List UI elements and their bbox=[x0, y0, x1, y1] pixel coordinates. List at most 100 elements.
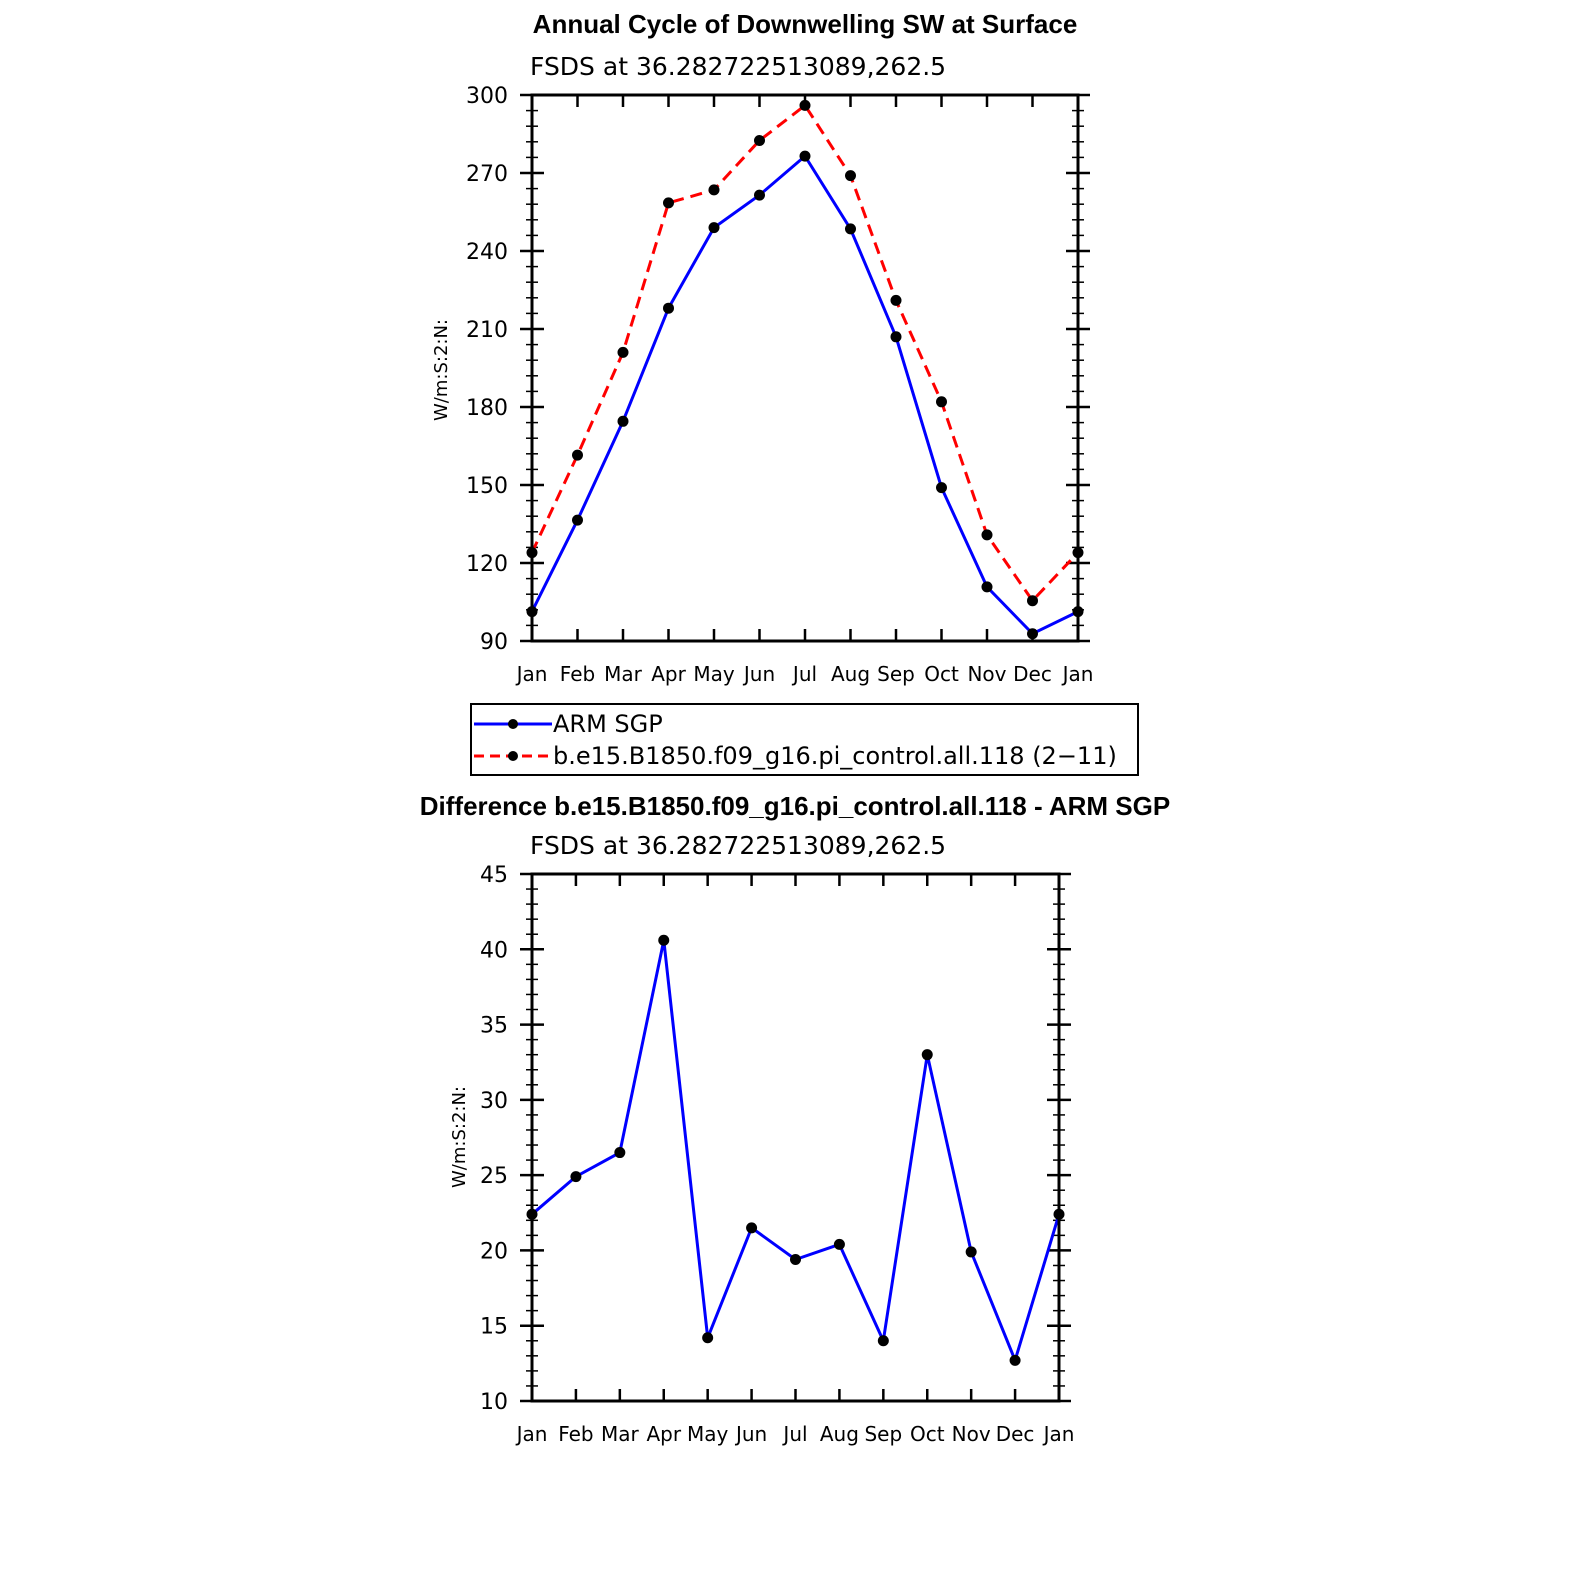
data-point bbox=[921, 1049, 933, 1061]
series-line-1 bbox=[530, 103, 1080, 604]
data-point bbox=[663, 197, 674, 209]
data-point bbox=[833, 1238, 845, 1250]
x-tick-label: Apr bbox=[646, 1422, 681, 1446]
y-tick-label: 180 bbox=[466, 396, 508, 421]
y-tick-label: 10 bbox=[480, 1390, 508, 1415]
y-tick-label: 45 bbox=[480, 863, 508, 888]
data-point bbox=[845, 170, 856, 182]
data-point bbox=[663, 302, 674, 314]
annual-cycle-chart: Annual Cycle of Downwelling SW at Surfac… bbox=[431, 9, 1093, 686]
chart-subtitle: FSDS at 36.282722513089,262.5 bbox=[530, 52, 946, 81]
y-tick-label: 270 bbox=[466, 162, 508, 187]
y-tick-label: 35 bbox=[480, 1014, 508, 1039]
x-tick-label: Aug bbox=[831, 662, 870, 686]
data-point bbox=[799, 150, 811, 162]
data-points bbox=[526, 934, 1065, 1366]
x-tick-label: Jan bbox=[515, 1422, 548, 1446]
x-tick-label: Nov bbox=[967, 662, 1006, 686]
y-axis-label: W/m:S:2:N: bbox=[431, 319, 452, 421]
data-point bbox=[702, 1332, 714, 1344]
x-tick-label: Aug bbox=[820, 1422, 859, 1446]
y-tick-label: 15 bbox=[480, 1315, 508, 1340]
x-tick-label: Jul bbox=[791, 662, 817, 686]
y-tick-label: 20 bbox=[480, 1239, 508, 1264]
y-tick-label: 120 bbox=[466, 552, 508, 577]
data-point bbox=[754, 135, 765, 146]
legend-marker-model bbox=[508, 751, 518, 761]
x-tick-label: May bbox=[693, 662, 735, 686]
data-point bbox=[890, 331, 902, 343]
legend: ARM SGP b.e15.B1850.f09_g16.pi_control.a… bbox=[470, 703, 1139, 776]
legend-marker-arm-sgp bbox=[508, 719, 518, 729]
x-tick-label: Jul bbox=[781, 1422, 807, 1446]
data-point bbox=[790, 1253, 801, 1265]
x-tick-label: Oct bbox=[924, 662, 959, 686]
x-tick-label: Jan bbox=[1042, 1422, 1075, 1446]
chart-subtitle: FSDS at 36.282722513089,262.5 bbox=[530, 831, 946, 860]
x-tick-label: Dec bbox=[1013, 662, 1052, 686]
data-point bbox=[708, 184, 720, 196]
data-point bbox=[890, 294, 902, 306]
data-point bbox=[936, 396, 947, 408]
x-tick-label: Oct bbox=[910, 1422, 945, 1446]
data-point bbox=[708, 222, 720, 234]
x-tick-label: Feb bbox=[560, 662, 595, 686]
data-point bbox=[981, 529, 993, 541]
data-point bbox=[845, 223, 856, 235]
series-line-0 bbox=[531, 939, 1061, 1365]
legend-label-model: b.e15.B1850.f09_g16.pi_control.all.118 (… bbox=[553, 742, 1117, 770]
data-point bbox=[572, 449, 583, 461]
data-point bbox=[981, 581, 993, 593]
chart-title: Annual Cycle of Downwelling SW at Surfac… bbox=[533, 9, 1078, 39]
plot-frame bbox=[530, 872, 1061, 1403]
y-tick-label: 25 bbox=[480, 1164, 508, 1189]
data-point bbox=[754, 189, 765, 201]
difference-chart: Difference b.e15.B1850.f09_g16.pi_contro… bbox=[420, 791, 1170, 1446]
legend-label-arm-sgp: ARM SGP bbox=[553, 710, 663, 738]
series-line-0 bbox=[530, 153, 1079, 636]
x-tick-label: Jun bbox=[734, 1422, 767, 1446]
tick-labels: Jan Feb Mar Apr May Jun Jul Aug Sep Oct Nov Dec Jan 9… bbox=[466, 84, 1093, 686]
y-tick-label: 90 bbox=[480, 630, 508, 655]
series-lines bbox=[531, 939, 1061, 1365]
data-point bbox=[617, 415, 629, 427]
x-tick-label: Apr bbox=[651, 662, 686, 686]
y-tick-label: 240 bbox=[466, 240, 508, 265]
x-tick-label: Dec bbox=[996, 1422, 1035, 1446]
x-tick-label: Mar bbox=[604, 662, 643, 686]
x-tick-label: May bbox=[687, 1422, 729, 1446]
data-point bbox=[1009, 1354, 1021, 1366]
y-tick-label: 210 bbox=[466, 318, 508, 343]
data-point bbox=[1027, 595, 1038, 607]
data-point bbox=[877, 1335, 889, 1347]
data-point bbox=[570, 1171, 582, 1183]
y-tick-label: 30 bbox=[480, 1089, 508, 1114]
series-lines bbox=[530, 103, 1080, 636]
data-point bbox=[965, 1246, 977, 1258]
data-point bbox=[617, 346, 629, 358]
y-tick-label: 150 bbox=[466, 474, 508, 499]
legend-box bbox=[470, 703, 1139, 776]
plot-frame bbox=[530, 93, 1080, 643]
x-tick-label: Sep bbox=[864, 1422, 902, 1446]
chart-title: Difference b.e15.B1850.f09_g16.pi_contro… bbox=[420, 791, 1170, 821]
y-tick-label: 300 bbox=[466, 84, 508, 109]
data-point bbox=[572, 514, 583, 526]
data-point bbox=[658, 934, 670, 946]
x-tick-label: Jun bbox=[742, 662, 775, 686]
x-tick-label: Feb bbox=[558, 1422, 593, 1446]
x-tick-label: Sep bbox=[877, 662, 915, 686]
y-axis-label: W/m:S:2:N: bbox=[449, 1086, 470, 1188]
tick-labels: Jan Feb Mar Apr May Jun Jul Aug Sep Oct Nov Dec Jan 1… bbox=[480, 863, 1074, 1446]
data-point bbox=[1027, 628, 1038, 640]
data-point bbox=[614, 1147, 626, 1159]
tick-marks bbox=[520, 872, 1071, 1403]
data-point bbox=[799, 99, 811, 111]
x-tick-label: Jan bbox=[1061, 662, 1094, 686]
x-tick-label: Nov bbox=[952, 1422, 991, 1446]
x-tick-label: Jan bbox=[515, 662, 548, 686]
data-point bbox=[936, 482, 947, 494]
data-point bbox=[746, 1222, 758, 1234]
data-points bbox=[526, 99, 1084, 640]
